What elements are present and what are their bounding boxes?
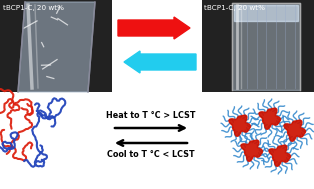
Polygon shape: [269, 145, 290, 166]
Text: Cool to T °C < LCST: Cool to T °C < LCST: [107, 150, 195, 159]
Polygon shape: [234, 5, 298, 21]
FancyArrow shape: [118, 17, 190, 39]
Polygon shape: [259, 108, 280, 129]
Text: tBCP1-C, 20 wt%: tBCP1-C, 20 wt%: [204, 5, 265, 11]
Polygon shape: [284, 120, 306, 141]
Text: Heat to T °C > LCST: Heat to T °C > LCST: [106, 111, 196, 120]
Bar: [0, 0, 112, 92]
Polygon shape: [18, 2, 95, 92]
Polygon shape: [232, 3, 300, 90]
Polygon shape: [229, 115, 251, 136]
Bar: [202, 0, 314, 92]
FancyArrow shape: [124, 51, 196, 73]
Text: tBCP1-C, 20 wt%: tBCP1-C, 20 wt%: [3, 5, 64, 11]
Polygon shape: [241, 140, 263, 161]
